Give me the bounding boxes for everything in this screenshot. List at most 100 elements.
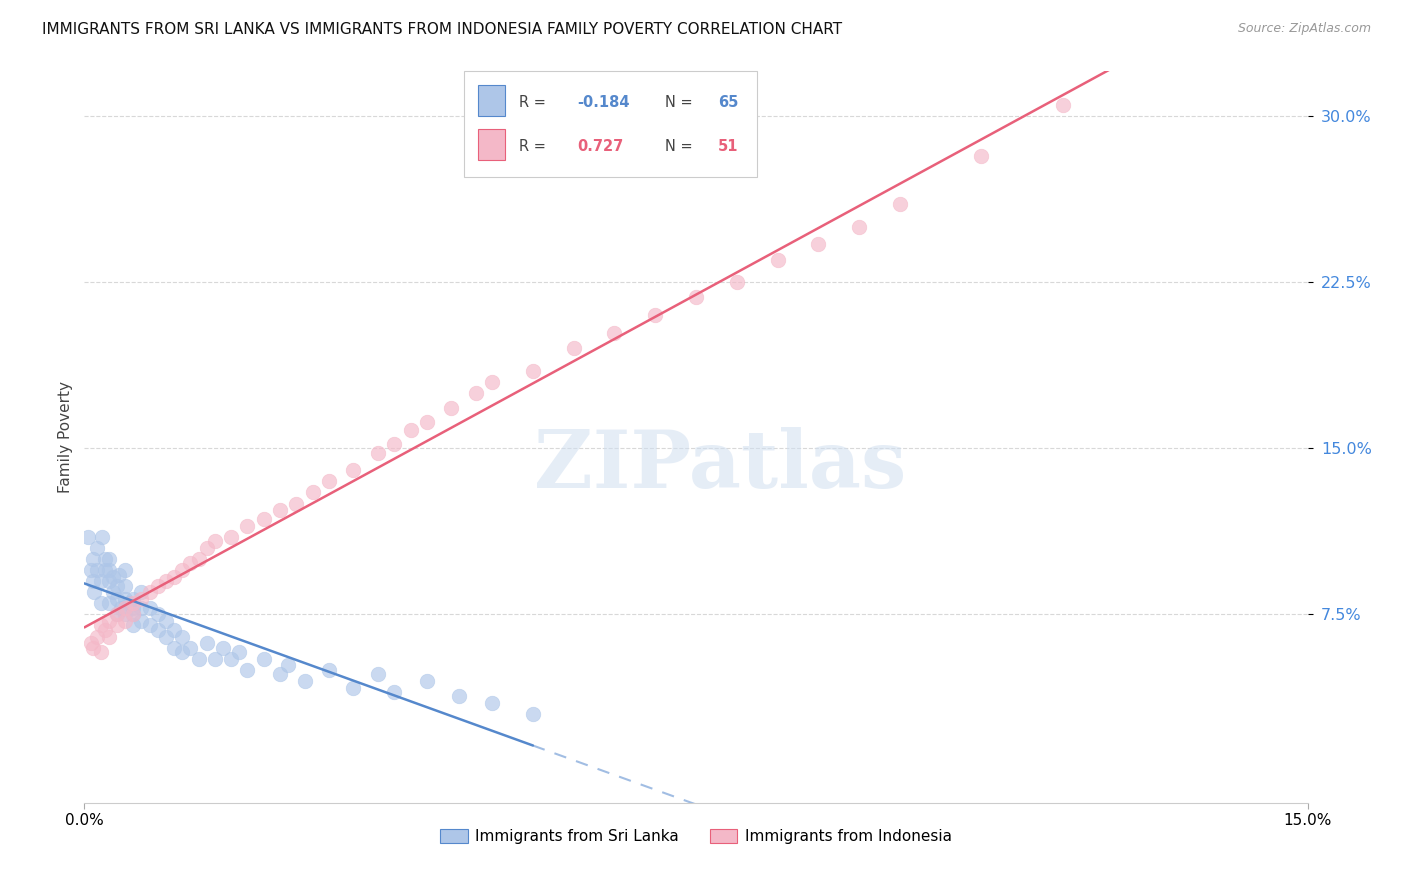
- Point: [163, 623, 186, 637]
- Point: [253, 651, 276, 665]
- Point: [195, 636, 218, 650]
- Point: [97, 614, 120, 628]
- Point: [294, 673, 316, 688]
- Point: [187, 651, 209, 665]
- Point: [848, 219, 870, 234]
- Point: [725, 275, 748, 289]
- Text: 65: 65: [718, 95, 738, 111]
- Point: [90, 574, 112, 589]
- Point: [807, 237, 830, 252]
- Point: [97, 630, 120, 644]
- Point: [179, 640, 201, 655]
- Point: [82, 574, 104, 589]
- Point: [179, 557, 201, 571]
- Y-axis label: Family Poverty: Family Poverty: [58, 381, 73, 493]
- Point: [97, 574, 120, 589]
- Point: [114, 563, 136, 577]
- Point: [131, 591, 153, 606]
- Text: -0.184: -0.184: [578, 95, 630, 111]
- Point: [228, 645, 250, 659]
- Point: [269, 667, 291, 681]
- Point: [399, 424, 422, 438]
- Point: [382, 436, 405, 450]
- Point: [105, 618, 128, 632]
- Point: [449, 690, 471, 704]
- Point: [163, 640, 186, 655]
- Point: [522, 707, 544, 722]
- Point: [122, 596, 145, 610]
- Point: [83, 585, 105, 599]
- Point: [522, 363, 544, 377]
- Point: [416, 415, 439, 429]
- Point: [685, 290, 707, 304]
- Point: [122, 618, 145, 632]
- Point: [195, 541, 218, 555]
- Point: [93, 563, 115, 577]
- Point: [122, 607, 145, 622]
- Point: [86, 563, 108, 577]
- Point: [172, 645, 194, 659]
- Point: [107, 567, 129, 582]
- FancyBboxPatch shape: [478, 129, 505, 160]
- Point: [204, 651, 226, 665]
- FancyBboxPatch shape: [464, 71, 758, 178]
- Text: R =: R =: [519, 139, 555, 154]
- Point: [146, 623, 169, 637]
- Point: [367, 445, 389, 459]
- Text: R =: R =: [519, 95, 550, 111]
- Text: Source: ZipAtlas.com: Source: ZipAtlas.com: [1237, 22, 1371, 36]
- Point: [481, 696, 503, 710]
- Point: [122, 591, 145, 606]
- Point: [131, 600, 153, 615]
- Point: [90, 618, 112, 632]
- Point: [155, 574, 177, 589]
- Point: [86, 630, 108, 644]
- Point: [90, 596, 112, 610]
- Point: [236, 518, 259, 533]
- Point: [253, 512, 276, 526]
- Point: [285, 497, 308, 511]
- Point: [187, 552, 209, 566]
- Point: [889, 197, 911, 211]
- Point: [86, 541, 108, 555]
- Point: [970, 148, 993, 162]
- Point: [77, 530, 100, 544]
- Point: [163, 570, 186, 584]
- Point: [114, 591, 136, 606]
- Point: [172, 630, 194, 644]
- Point: [118, 596, 141, 610]
- Point: [481, 375, 503, 389]
- Point: [97, 596, 120, 610]
- Point: [138, 585, 160, 599]
- Point: [82, 552, 104, 566]
- Point: [367, 667, 389, 681]
- Point: [342, 681, 364, 695]
- Point: [212, 640, 235, 655]
- Point: [382, 685, 405, 699]
- Point: [1052, 97, 1074, 112]
- Point: [122, 600, 145, 615]
- Text: 0.727: 0.727: [578, 139, 624, 154]
- Point: [342, 463, 364, 477]
- Point: [138, 618, 160, 632]
- Legend: Immigrants from Sri Lanka, Immigrants from Indonesia: Immigrants from Sri Lanka, Immigrants fr…: [434, 822, 957, 850]
- Point: [236, 663, 259, 677]
- Point: [416, 673, 439, 688]
- Point: [464, 385, 486, 400]
- Point: [318, 475, 340, 489]
- Point: [114, 578, 136, 592]
- Point: [101, 570, 124, 584]
- Point: [122, 607, 145, 622]
- Point: [219, 530, 242, 544]
- Point: [82, 640, 104, 655]
- Point: [219, 651, 242, 665]
- Point: [562, 342, 585, 356]
- Point: [603, 326, 626, 340]
- Point: [93, 623, 115, 637]
- Point: [80, 563, 103, 577]
- Point: [277, 658, 299, 673]
- Point: [105, 578, 128, 592]
- Point: [80, 636, 103, 650]
- Point: [155, 614, 177, 628]
- Point: [318, 663, 340, 677]
